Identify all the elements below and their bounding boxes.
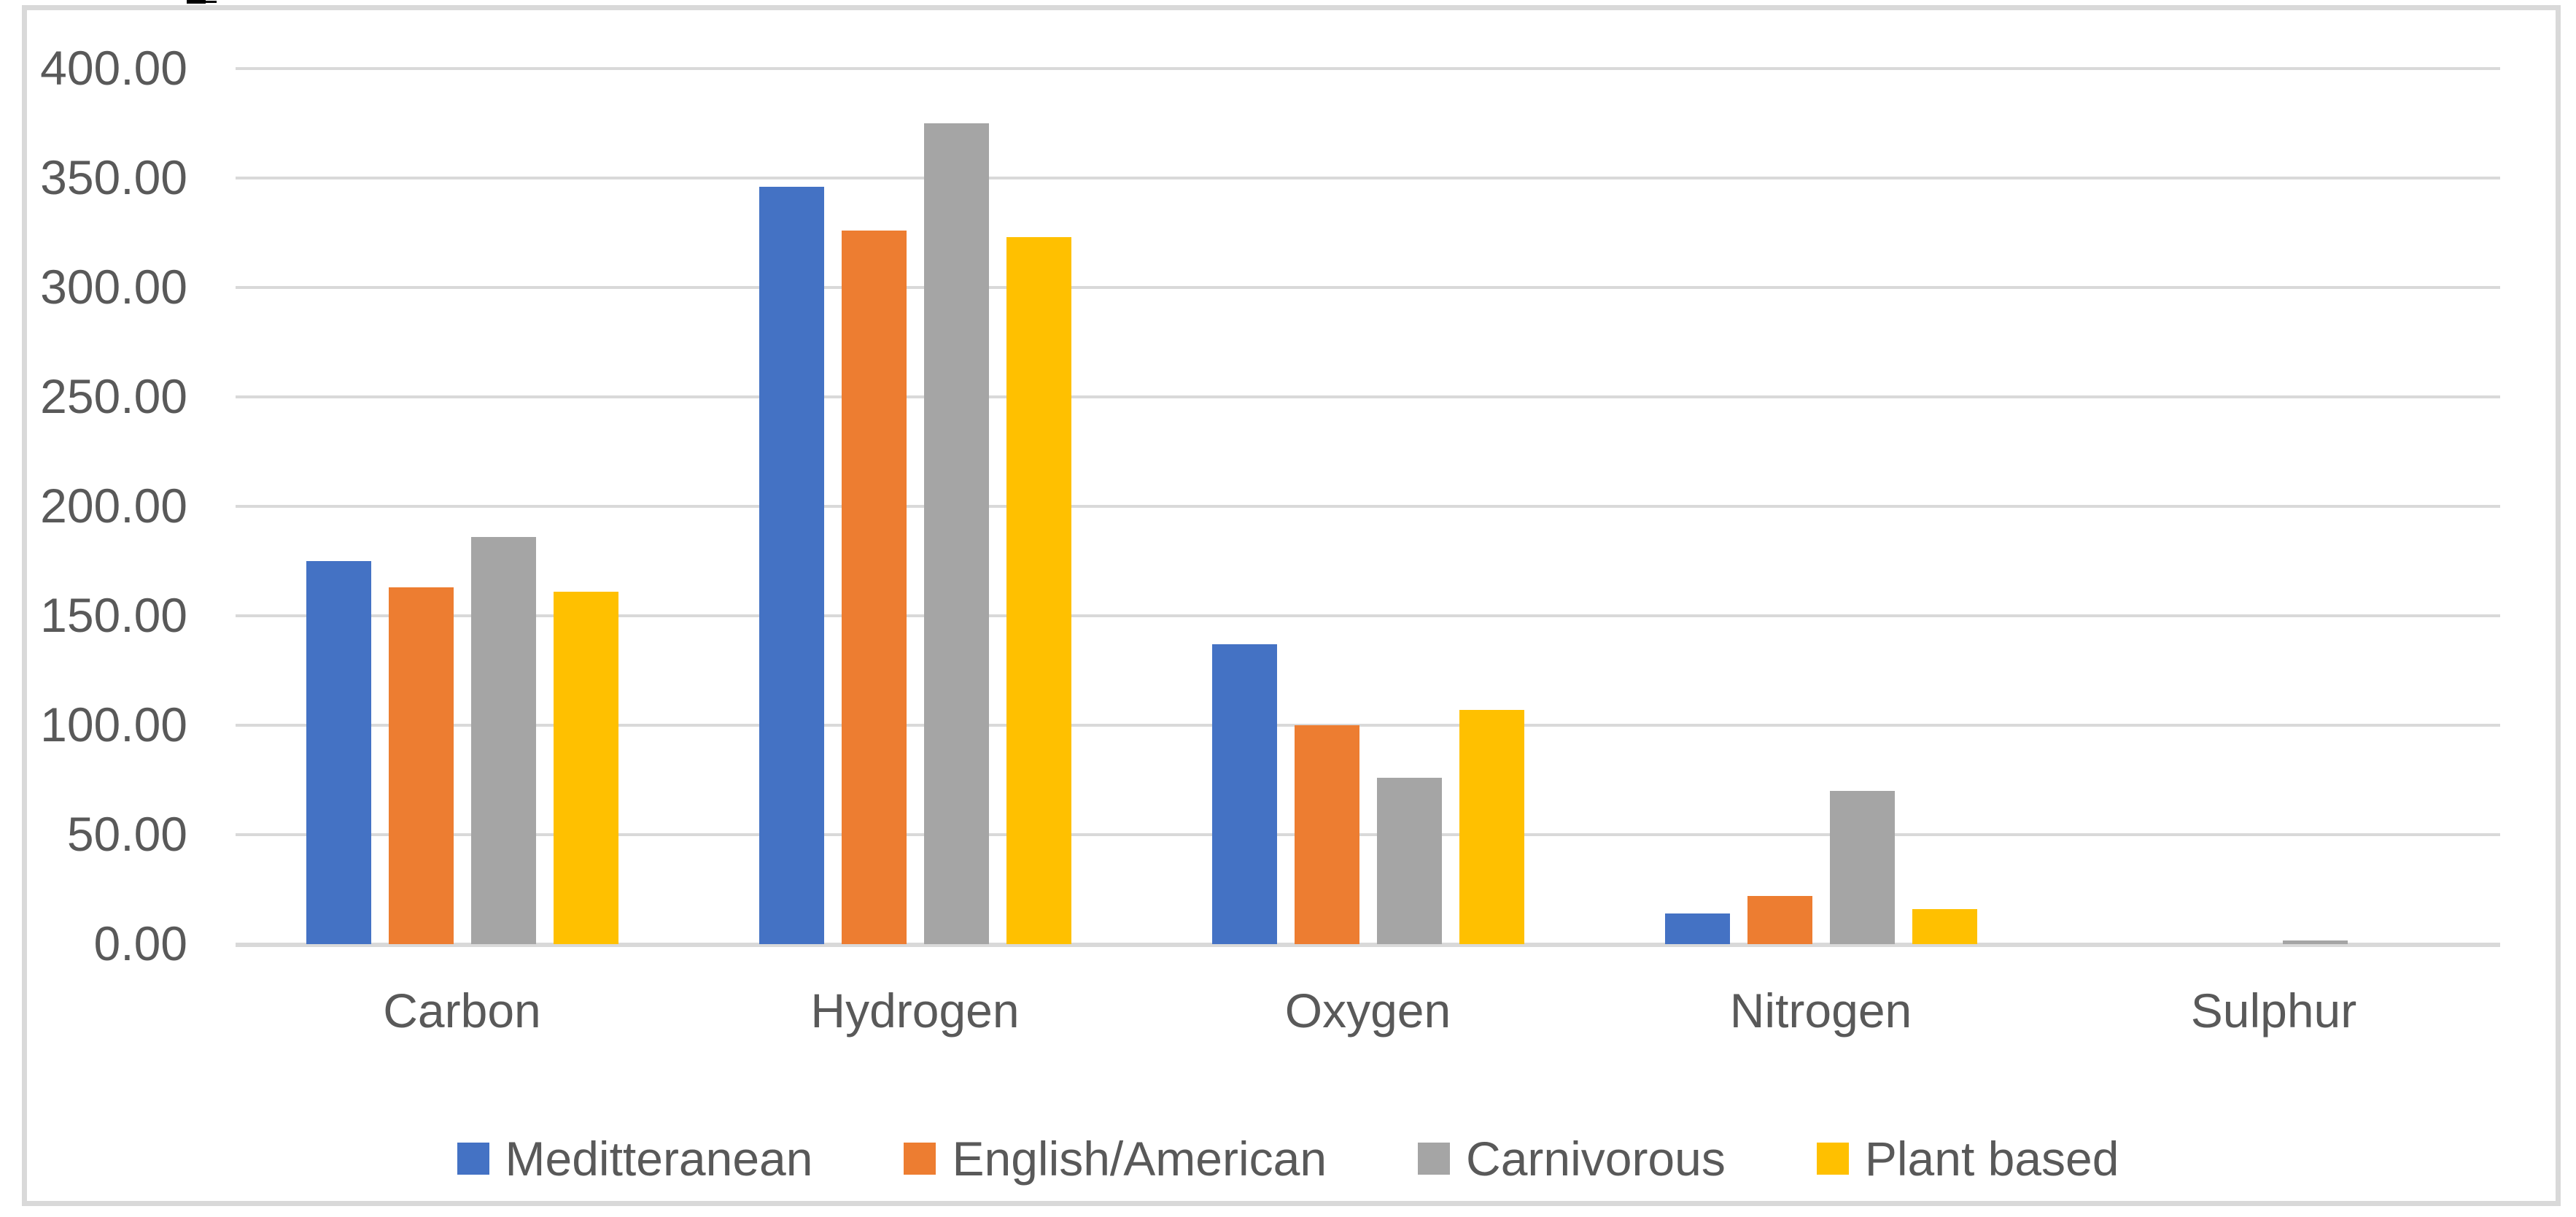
x-category-label-hydrogen: Hydrogen [810,984,1020,1038]
bar-nitrogen-carnivorous [1829,791,1895,944]
cropped-title-artifact-tail [206,1,217,3]
y-tick-label-150: 150.00 [40,588,187,642]
x-axis-labels: Carbon Hydrogen Oxygen Nitrogen Sulphur [236,978,2500,1043]
legend-item-english-american: English/American [904,1132,1327,1185]
y-tick-label-100: 100.00 [40,698,187,752]
legend-swatch-plant-based [1816,1143,1849,1175]
cropped-title-artifact [187,0,206,4]
legend-label-carnivorous: Carnivorous [1466,1132,1726,1186]
gridline-50 [236,833,2500,836]
gridline-300 [236,286,2500,289]
bar-sulphur-carnivorous [2282,940,2348,944]
bar-hydrogen-carnivorous [923,123,989,944]
legend-item-meditteranean: Meditteranean [457,1132,813,1186]
x-category-label-nitrogen: Nitrogen [1729,984,1912,1038]
bar-nitrogen-meditteranean [1664,913,1730,944]
y-tick-label-0: 0.00 [93,916,187,970]
bar-nitrogen-english-american [1747,896,1812,944]
bar-hydrogen-plant-based [1006,237,1071,944]
y-tick-label-300: 300.00 [40,260,187,314]
legend-item-carnivorous: Carnivorous [1418,1132,1726,1185]
x-category-label-oxygen: Oxygen [1284,984,1451,1038]
gridlines-layer [236,0,2500,1217]
bar-hydrogen-meditteranean [759,187,824,944]
legend-swatch-meditteranean [457,1143,489,1175]
gridline-350 [236,177,2500,179]
gridline-250 [236,395,2500,398]
bar-carbon-carnivorous [470,537,536,944]
bar-oxygen-carnivorous [1376,778,1442,944]
bar-oxygen-plant-based [1459,710,1524,944]
chart-border [22,5,2561,1206]
plot-area [236,69,2500,944]
bar-group-sulphur [2047,69,2500,944]
legend-swatch-english-american [904,1143,936,1175]
bar-hydrogen-english-american [841,231,907,944]
y-tick-label-400: 400.00 [40,41,187,95]
legend-label-meditteranean: Meditteranean [505,1132,813,1186]
y-tick-label-200: 200.00 [40,479,187,533]
legend-swatch-carnivorous [1418,1143,1451,1175]
y-tick-label-350: 350.00 [40,150,187,204]
legend-label-plant-based: Plant based [1864,1132,2119,1186]
gridline-400 [236,67,2500,70]
bar-oxygen-english-american [1294,725,1359,944]
bar-group-carbon [236,69,688,944]
y-axis-labels: 0.00 50.00 100.00 150.00 200.00 250.00 300.00 3… [0,0,187,1217]
x-category-label-sulphur: Sulphur [2190,984,2357,1038]
x-category-label-carbon: Carbon [383,984,541,1038]
bar-oxygen-meditteranean [1211,644,1277,944]
gridline-100 [236,724,2500,727]
bar-group-hydrogen [688,69,1141,944]
legend: Meditteranean English/American Carnivorous… [0,1132,2576,1185]
gridline-150 [236,614,2500,617]
bar-nitrogen-plant-based [1912,909,1977,944]
legend-label-english-american: English/American [952,1132,1327,1186]
gridline-200 [236,505,2500,508]
bar-carbon-meditteranean [306,561,371,944]
bar-carbon-plant-based [553,592,618,944]
y-tick-label-250: 250.00 [40,369,187,423]
bar-carbon-english-american [388,587,454,944]
bar-group-nitrogen [1594,69,2047,944]
x-axis-line [236,943,2500,947]
legend-item-plant-based: Plant based [1816,1132,2119,1186]
bar-group-oxygen [1141,69,1594,944]
y-tick-label-50: 50.00 [66,807,187,861]
